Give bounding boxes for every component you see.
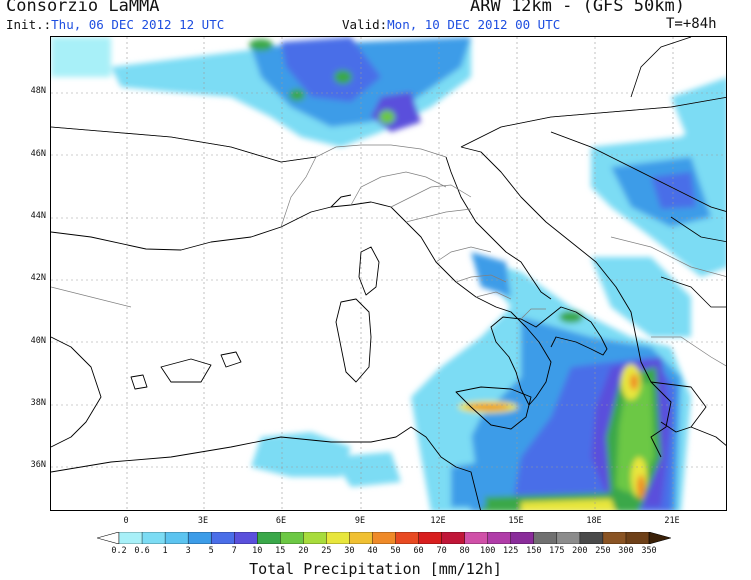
colorbar-cell	[326, 532, 350, 544]
colorbar-cell	[487, 532, 512, 544]
colorbar-cell	[441, 532, 466, 544]
colorbar-tick-label: 10	[252, 546, 263, 556]
colorbar-tick-label: 15	[275, 546, 286, 556]
colorbar-tick-label: 150	[526, 546, 542, 556]
colorbar-tick-label: 250	[595, 546, 611, 556]
colorbar-tick-label: 5	[208, 546, 214, 556]
colorbar-tick-label: 40	[367, 546, 378, 556]
colorbar	[97, 532, 671, 544]
model-title: ARW 12km - (GFS 50km)	[470, 0, 685, 16]
colorbar-cell	[372, 532, 397, 544]
graticule	[51, 37, 726, 510]
colorbar-tick-label: 70	[436, 546, 447, 556]
colorbar-cell	[141, 532, 166, 544]
colorbar-cell	[510, 532, 535, 544]
colorbar-cell	[118, 532, 143, 544]
colorbar-cell	[579, 532, 604, 544]
colorbar-tick-label: 7	[231, 546, 237, 556]
colorbar-tick-label: 20	[298, 546, 309, 556]
colorbar-tick-label: 200	[572, 546, 588, 556]
colorbar-title: Total Precipitation [mm/12h]	[249, 560, 502, 578]
colorbar-tick-label: 60	[413, 546, 424, 556]
valid-value: Mon, 10 DEC 2012 00 UTC	[387, 17, 561, 32]
country-outlines	[51, 37, 726, 308]
init-label: Init.:	[6, 17, 52, 32]
map-canvas	[51, 37, 726, 510]
colorbar-cell	[556, 532, 581, 544]
lat-label-48n: 48N	[30, 86, 46, 96]
colorbar-cell	[280, 532, 304, 544]
colorbar-low-triangle	[97, 532, 120, 544]
valid-label: Valid:	[342, 17, 388, 32]
colorbar-tick-label: 300	[618, 546, 634, 556]
colorbar-high-triangle	[648, 532, 671, 544]
colorbar-tick-label: 350	[641, 546, 657, 556]
init-value: Thu, 06 DEC 2012 12 UTC	[51, 17, 225, 32]
colorbar-tick-label: 175	[549, 546, 565, 556]
colorbar-cell	[349, 532, 373, 544]
agency-title: Consorzio LaMMA	[6, 0, 160, 16]
lon-label-6e: 6E	[275, 516, 287, 526]
lat-label-42n: 42N	[30, 273, 46, 283]
colorbar-tick-label: 50	[390, 546, 401, 556]
lat-label-36n: 36N	[30, 460, 46, 470]
borders	[51, 96, 726, 367]
colorbar-tick-label: 125	[503, 546, 519, 556]
colorbar-tick-label: 0.6	[134, 546, 150, 556]
lon-label-0: 0	[123, 516, 129, 526]
colorbar-cell	[164, 532, 189, 544]
colorbar-tick-label: 3	[185, 546, 191, 556]
colorbar-tick-label: 30	[344, 546, 355, 556]
colorbar-tick-label: 25	[321, 546, 332, 556]
colorbar-tick-label: 0.2	[111, 546, 127, 556]
colorbar-tick-label: 100	[480, 546, 496, 556]
colorbar-cell	[418, 532, 443, 544]
valid-time: Valid:Mon, 10 DEC 2012 00 UTC	[342, 17, 560, 32]
init-time: Init.:Thu, 06 DEC 2012 12 UTC	[6, 17, 224, 32]
precipitation-map	[50, 36, 727, 511]
colorbar-cell	[602, 532, 627, 544]
colorbar-cell	[533, 532, 558, 544]
colorbar-cell	[187, 532, 212, 544]
lon-label-18e: 18E	[586, 516, 602, 526]
colorbar-cell	[625, 532, 650, 544]
lat-label-46n: 46N	[30, 149, 46, 159]
lat-label-44n: 44N	[30, 211, 46, 221]
colorbar-cell	[234, 532, 258, 544]
colorbar-cell	[210, 532, 235, 544]
colorbar-tick-label: 80	[459, 546, 470, 556]
forecast-step: T=+84h	[666, 16, 717, 32]
lon-label-12e: 12E	[430, 516, 446, 526]
lon-label-21e: 21E	[664, 516, 680, 526]
lon-label-9e: 9E	[354, 516, 366, 526]
lon-label-3e: 3E	[197, 516, 209, 526]
precipitation-field	[51, 37, 726, 510]
colorbar-cell	[395, 532, 420, 544]
lat-label-38n: 38N	[30, 398, 46, 408]
lon-label-15e: 15E	[508, 516, 524, 526]
colorbar-cell	[303, 532, 327, 544]
colorbar-cell	[464, 532, 489, 544]
colorbar-tick-label: 1	[162, 546, 168, 556]
lat-label-40n: 40N	[30, 336, 46, 346]
coastlines	[51, 146, 726, 510]
colorbar-cell	[257, 532, 281, 544]
